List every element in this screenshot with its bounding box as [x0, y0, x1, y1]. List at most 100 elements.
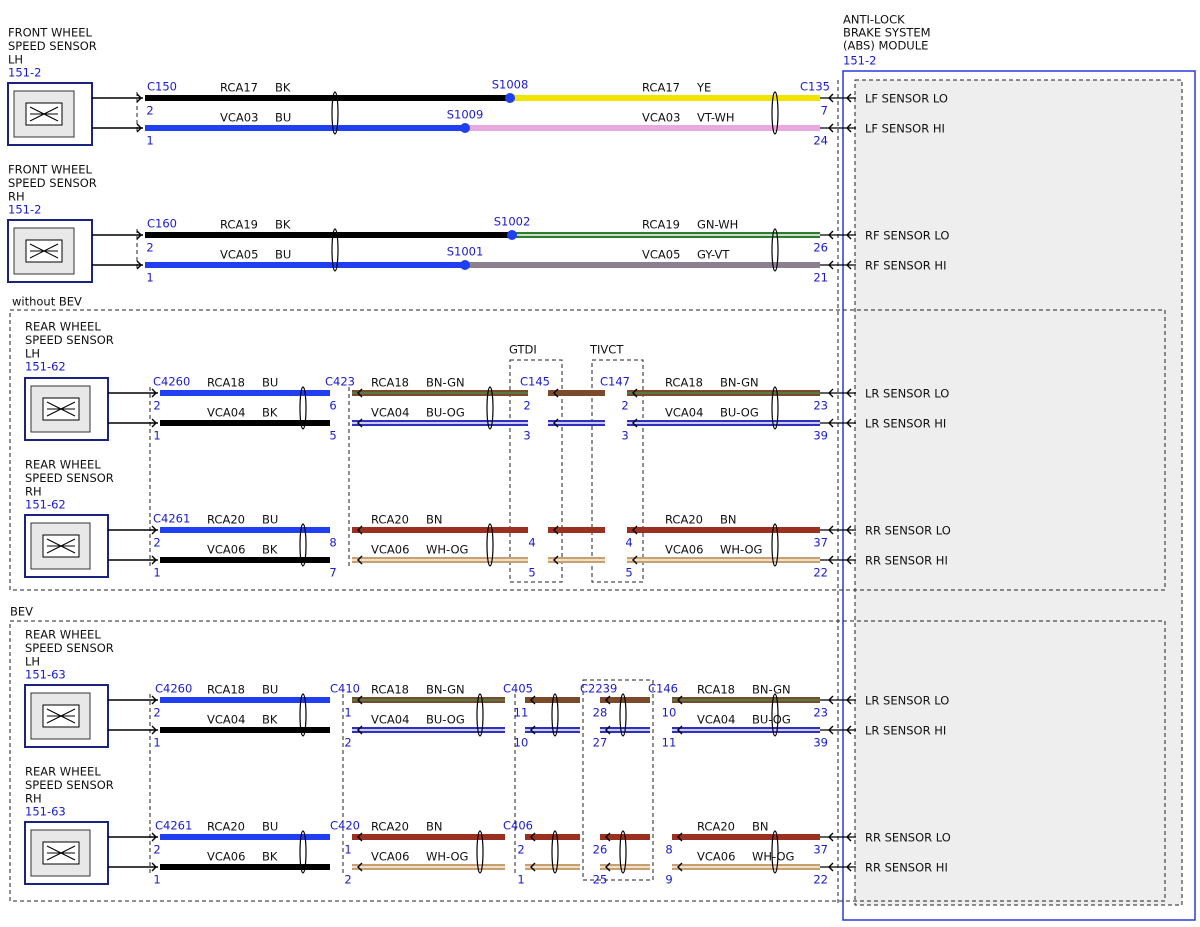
sensor-name: REAR WHEEL: [25, 458, 101, 472]
pin-number: 4: [528, 536, 535, 550]
connector-arrow: [151, 555, 157, 565]
sensor-name: SPEED SENSOR: [25, 333, 114, 347]
twist: [771, 523, 779, 567]
color-code: BN-GN: [720, 376, 759, 390]
sensor-symbol: [29, 243, 59, 259]
connector-arrow: [151, 725, 157, 735]
connector-arrow: [605, 725, 611, 735]
module-title: BRAKE SYSTEM: [843, 26, 931, 40]
variant-box: [509, 359, 563, 583]
color-code: GN-WH: [697, 218, 738, 232]
splice-label: S1002: [494, 215, 531, 229]
circuit-label: RCA18: [697, 683, 735, 697]
circuit-label: RCA19: [642, 218, 680, 232]
color-code: BU: [275, 111, 291, 125]
sensor-name: LH: [25, 655, 40, 669]
sensor-symbol: [46, 538, 76, 554]
module-signal: RR SENSOR LO: [865, 524, 951, 538]
pin-number: 11: [662, 736, 677, 750]
module-ref: 151-2: [843, 54, 876, 68]
color-code: BK: [262, 406, 278, 420]
circuit-label: RCA20: [665, 513, 703, 527]
connector-arrow: [846, 862, 852, 872]
twist: [299, 386, 307, 430]
sensor-name: LH: [25, 347, 40, 361]
connector-arrow: [530, 725, 536, 735]
pin-number: 2: [153, 843, 160, 857]
color-code: YE: [696, 81, 711, 95]
sensor-symbol: [29, 106, 59, 122]
circuit-label: RCA20: [697, 820, 735, 834]
connector-arrow: [828, 725, 834, 735]
connector-arrow: [632, 555, 638, 565]
sensor-symbol: [46, 845, 76, 861]
splice-label: S1009: [447, 108, 484, 122]
connector-arrow: [136, 260, 142, 270]
connector-arrow: [828, 230, 834, 240]
color-code: GY-VT: [697, 248, 730, 262]
connector-name: C4261: [153, 512, 190, 526]
splice: [460, 260, 470, 270]
color-code: BU: [262, 820, 278, 834]
sensor-name: REAR WHEEL: [25, 628, 101, 642]
connector-box: [582, 679, 654, 881]
sensor-name: FRONT WHEEL: [8, 163, 92, 177]
connector-name: C145: [520, 375, 550, 389]
module-signal: LR SENSOR LO: [865, 694, 949, 708]
color-code: BN: [752, 820, 769, 834]
connector-name: C405: [503, 682, 533, 696]
connector-arrow: [828, 832, 834, 842]
connector-arrow: [151, 418, 157, 428]
pin-number: 22: [813, 566, 828, 580]
connector-arrow: [151, 832, 157, 842]
connector-arrow: [357, 555, 363, 565]
color-code: BN-GN: [752, 683, 791, 697]
module-inner: [854, 79, 1183, 906]
pin-number: 24: [813, 134, 828, 148]
sensor-symbol: [46, 401, 76, 417]
color-code: BK: [262, 543, 278, 557]
pin-number: 25: [593, 873, 608, 887]
circuit-label: RCA18: [207, 376, 245, 390]
connector-arrow: [828, 695, 834, 705]
connector-arrow: [605, 832, 611, 842]
circuit-label: RCA17: [220, 81, 258, 95]
circuit-label: RCA18: [207, 683, 245, 697]
sensor-name: REAR WHEEL: [25, 765, 101, 779]
pin-number: 9: [665, 873, 672, 887]
module-title: ANTI-LOCK: [843, 13, 905, 27]
connector-name: C410: [330, 682, 360, 696]
connector-name: C147: [600, 375, 630, 389]
connector-arrow: [677, 862, 683, 872]
pin-number: 2: [146, 241, 153, 255]
connector-arrow: [136, 93, 142, 103]
connector-arrow: [828, 123, 834, 133]
module-signal: RR SENSOR HI: [865, 861, 948, 875]
connector-name: C150: [147, 80, 177, 94]
pin-number: 1: [153, 566, 160, 580]
connector-name: C160: [147, 217, 177, 231]
circuit-label: RCA18: [371, 683, 409, 697]
circuit-label: VCA06: [371, 850, 409, 864]
connector-arrow: [357, 832, 363, 842]
circuit-label: VCA06: [697, 850, 735, 864]
connector-arrow: [553, 555, 559, 565]
connector-arrow: [828, 555, 834, 565]
connector-arrow: [151, 388, 157, 398]
twist: [619, 693, 627, 737]
section-box: [9, 620, 1166, 902]
twist: [619, 830, 627, 874]
color-code: BN: [720, 513, 737, 527]
connector-arrow: [632, 388, 638, 398]
pin-number: 6: [329, 399, 336, 413]
splice: [507, 230, 517, 240]
connector-arrow: [846, 260, 852, 270]
circuit-label: VCA04: [207, 406, 245, 420]
circuit-label: RCA20: [207, 820, 245, 834]
connector-name: C406: [503, 819, 533, 833]
sensor-name: SPEED SENSOR: [8, 39, 97, 53]
connector-name: C4260: [155, 682, 192, 696]
connector-arrow: [151, 525, 157, 535]
twist: [299, 830, 307, 874]
variant-box: [591, 359, 644, 583]
